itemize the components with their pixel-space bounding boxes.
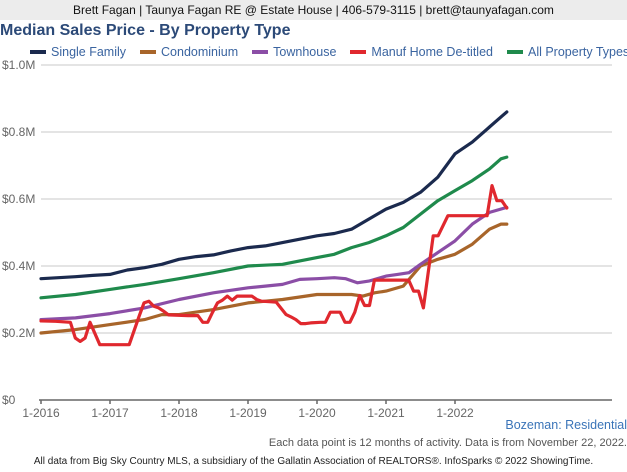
x-tick-label: 1-2018 <box>160 406 198 420</box>
legend-item-all-property-types[interactable]: All Property Types <box>506 45 627 59</box>
y-tick-label: $0.2M <box>2 326 35 340</box>
series-line-condominium[interactable] <box>39 222 509 335</box>
data-note: Each data point is 12 months of activity… <box>268 437 627 449</box>
legend-item-single-family[interactable]: Single Family <box>30 45 126 59</box>
series-line-townhouse[interactable] <box>39 205 509 322</box>
y-tick-label: $0.8M <box>2 125 35 139</box>
legend-swatch <box>30 50 46 54</box>
x-axis: 1-2016 1-2017 1-2018 1-2019 1-2020 1-2021 1-20… <box>22 399 612 420</box>
legend-swatch <box>506 50 523 54</box>
gridlines <box>41 64 612 334</box>
legend-swatch <box>140 50 157 54</box>
legend-swatch <box>252 50 269 54</box>
series-line-all-property-types[interactable] <box>39 155 509 300</box>
y-tick-label: $0.4M <box>2 259 35 273</box>
y-tick-label: $0 <box>2 393 16 407</box>
series-lines <box>39 110 509 347</box>
contact-header: Brett Fagan | Taunya Fagan RE @ Estate H… <box>0 0 627 20</box>
source-footer: All data from Big Sky Country MLS, a sub… <box>33 456 594 467</box>
legend-label: All Property Types <box>527 45 627 59</box>
legend-item-manuf-home[interactable]: Manuf Home De-titled <box>350 45 493 59</box>
y-tick-label: $0.6M <box>2 192 35 206</box>
x-tick-label: 1-2017 <box>91 406 129 420</box>
region-label: Bozeman: Residential <box>505 418 627 432</box>
y-axis: $0 $0.2M $0.4M $0.6M $0.8M $1.0M <box>2 58 35 407</box>
legend-label: Condominium <box>161 45 239 59</box>
x-tick-label: 1-2021 <box>367 406 405 420</box>
legend-label: Townhouse <box>273 45 337 59</box>
legend-label: Single Family <box>51 45 127 59</box>
legend-item-townhouse[interactable]: Townhouse <box>252 45 336 59</box>
x-tick-label: 1-2022 <box>436 406 474 420</box>
y-tick-label: $1.0M <box>2 58 35 72</box>
legend-label: Manuf Home De-titled <box>371 45 493 59</box>
x-tick-label: 1-2020 <box>298 406 336 420</box>
legend-item-condominium[interactable]: Condominium <box>140 45 238 59</box>
x-tick-label: 1-2016 <box>22 406 60 420</box>
chart-title: Median Sales Price - By Property Type <box>0 22 291 39</box>
x-tick-label: 1-2019 <box>229 406 267 420</box>
series-line-manuf-home-de-titled[interactable] <box>39 184 509 347</box>
chart-legend: Single Family Condominium Townhouse Manu… <box>30 45 627 59</box>
series-line-single-family[interactable] <box>39 110 509 281</box>
legend-swatch <box>350 50 367 54</box>
